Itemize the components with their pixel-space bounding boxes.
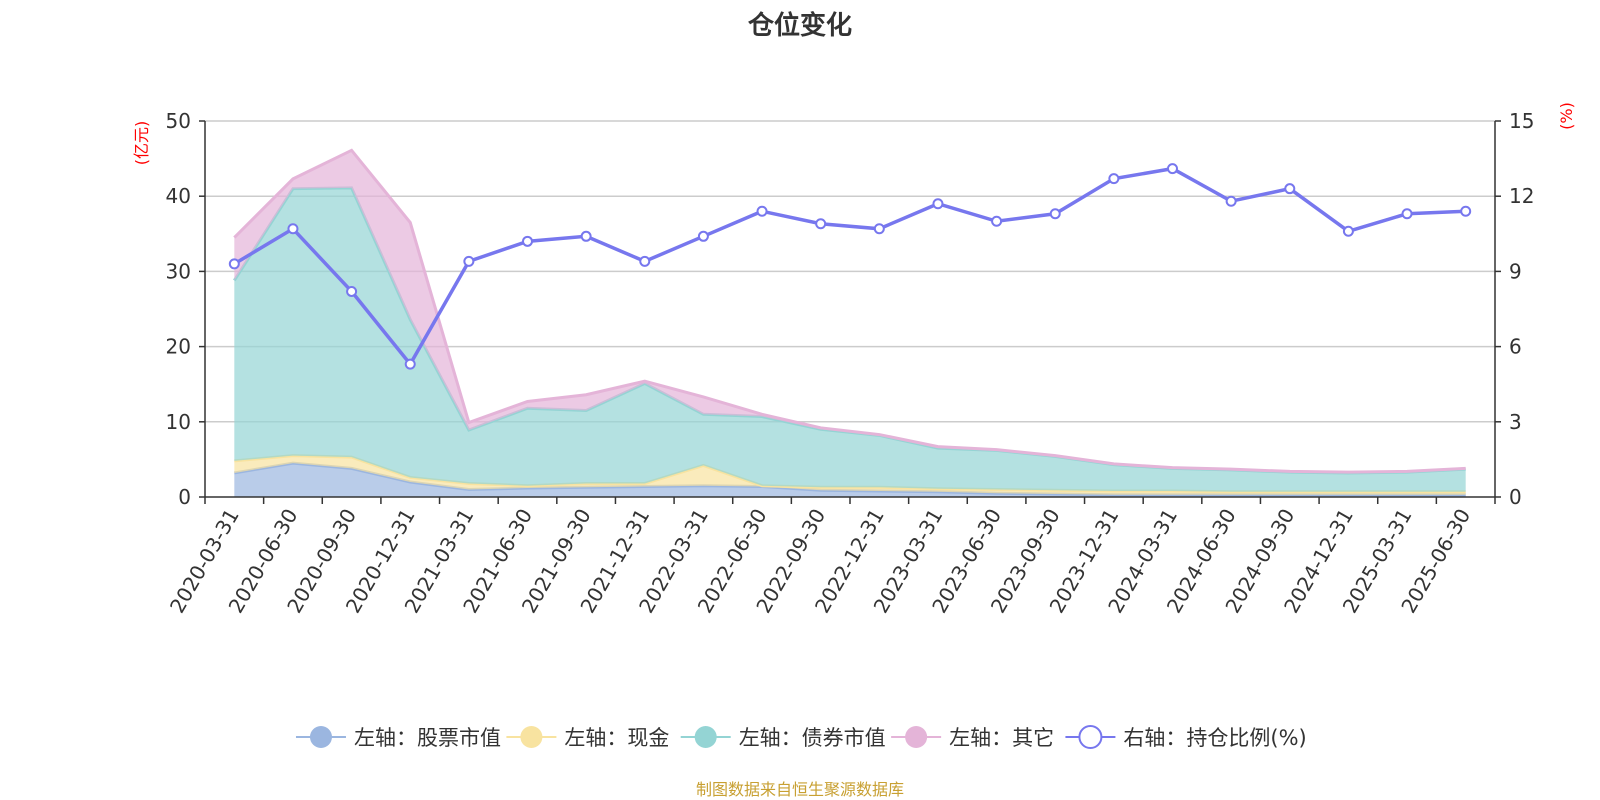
line-point [932, 198, 944, 210]
line-point [697, 230, 709, 242]
left-axis-tick-label: 40 [166, 184, 191, 208]
data-source-note: 制图数据来自恒生聚源数据库 [696, 780, 904, 799]
line-point [346, 285, 358, 297]
right-axis-unit: (%) [1557, 102, 1576, 130]
line-point [1342, 225, 1354, 237]
line-point [815, 218, 827, 230]
legend-item[interactable]: 左轴：其它 [891, 726, 1054, 750]
right-axis-tick-label: 9 [1509, 259, 1522, 283]
line-point [287, 223, 299, 235]
legend-marker-dot [1078, 725, 1103, 749]
left-axis-tick-label: 20 [166, 335, 191, 359]
legend-label: 左轴：现金 [564, 726, 669, 750]
legend-marker-dot [905, 726, 928, 748]
legend-marker-dot [694, 726, 717, 748]
legend-label: 左轴：股票市值 [354, 726, 501, 750]
right-axis-tick-label: 0 [1509, 485, 1522, 509]
legend[interactable]: 左轴：股票市值 左轴：现金 左轴：债券市值 左轴：其它 右轴：持仓比例(%) [295, 725, 1307, 750]
chart-title: 仓位变化 [747, 10, 852, 41]
left-axis-unit: (亿元) [132, 121, 151, 166]
line-point [1460, 205, 1472, 217]
line-point [1225, 195, 1237, 207]
stacked-areas [233, 148, 1466, 497]
line-point [1167, 163, 1178, 175]
left-axis-tick-label: 0 [178, 485, 191, 509]
line-point [522, 235, 533, 247]
area-左轴：其它 [234, 150, 1466, 473]
legend-item[interactable]: 右轴：持仓比例(%) [1065, 725, 1307, 750]
line-point [404, 358, 416, 370]
legend-label: 左轴：债券市值 [739, 726, 886, 750]
line-point [580, 230, 592, 242]
line-point [228, 258, 240, 270]
line-point [1284, 183, 1296, 195]
left-axis-tick-label: 50 [166, 109, 191, 133]
legend-item[interactable]: 左轴：股票市值 [295, 726, 501, 750]
right-axis-tick-label: 6 [1509, 335, 1522, 359]
area-左轴：债券市值 [234, 187, 1466, 492]
line-point [463, 255, 475, 267]
left-axis-tick-label: 10 [166, 410, 191, 434]
line-point [1049, 208, 1061, 220]
line-point [1108, 173, 1120, 185]
left-axis-tick-label: 30 [166, 259, 191, 283]
legend-marker-dot [520, 726, 543, 748]
legend-label: 左轴：其它 [949, 726, 1054, 750]
legend-item[interactable]: 左轴：现金 [506, 726, 669, 750]
line-point [991, 215, 1003, 227]
legend-marker-dot [309, 726, 332, 748]
right-axis-tick-label: 12 [1509, 184, 1534, 208]
right-axis-tick-label: 3 [1509, 410, 1522, 434]
line-point [1401, 208, 1413, 220]
legend-item[interactable]: 左轴：债券市值 [680, 726, 886, 750]
line-point [873, 223, 885, 235]
legend-label: 右轴：持仓比例(%) [1123, 726, 1306, 750]
line-point [639, 255, 651, 267]
line-point [756, 205, 768, 217]
holding-ratio-line [228, 163, 1472, 370]
line-path [233, 166, 1466, 368]
right-axis-tick-label: 15 [1509, 109, 1534, 133]
area-edge-左轴：其它 [233, 148, 1466, 474]
